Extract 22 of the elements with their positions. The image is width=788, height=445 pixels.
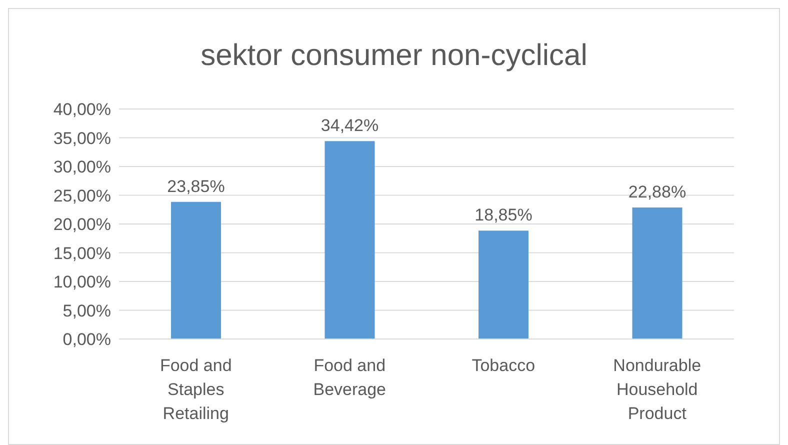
bar — [632, 207, 682, 339]
y-tick-label: 10,00% — [53, 272, 111, 292]
bar — [171, 202, 221, 339]
x-tick-label: Nondurable Household Product — [613, 356, 702, 423]
chart-title: sektor consumer non-cyclical — [200, 39, 588, 73]
y-tick-label: 40,00% — [53, 100, 111, 120]
bar — [478, 230, 528, 339]
data-label: 34,42% — [320, 116, 379, 136]
bar — [324, 141, 375, 339]
y-tick-label: 35,00% — [53, 128, 111, 148]
data-label: 23,85% — [167, 176, 225, 196]
x-tick-label: Food and Beverage — [313, 356, 386, 399]
x-tick-label: Food and Staples Retailing — [160, 356, 232, 423]
x-tick-label: Tobacco — [472, 356, 536, 375]
y-tick-label: 25,00% — [53, 186, 111, 206]
y-tick-label: 15,00% — [53, 244, 111, 263]
y-tick-label: 0,00% — [62, 330, 111, 350]
y-tick-label: 30,00% — [53, 158, 111, 177]
data-label: 22,88% — [628, 182, 686, 202]
data-label: 18,85% — [474, 206, 532, 225]
y-tick-label: 20,00% — [53, 215, 111, 234]
y-tick-label: 5,00% — [62, 301, 111, 320]
